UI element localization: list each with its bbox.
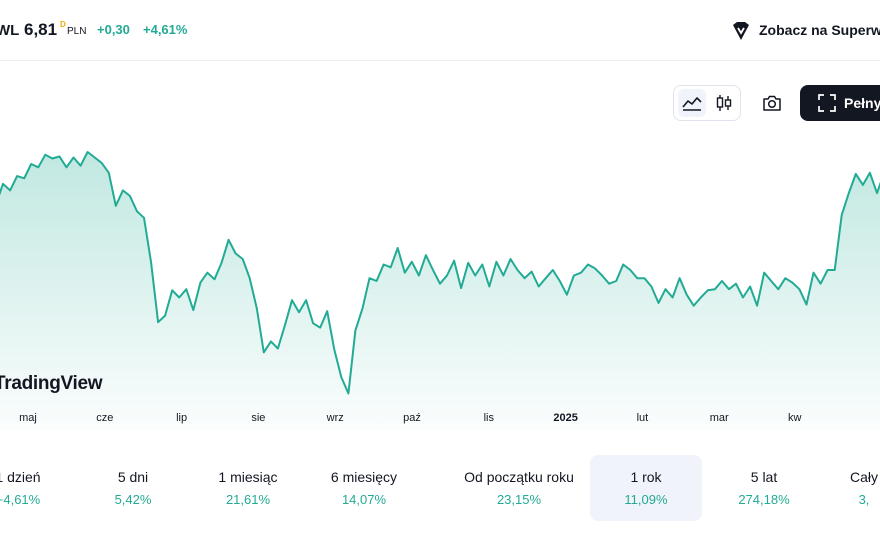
- period-6m[interactable]: 6 miesięcy 14,07%: [308, 455, 420, 521]
- period-return: +4,61%: [0, 492, 41, 507]
- candlestick-icon: [716, 95, 732, 111]
- x-axis: maj cze lip sie wrz paź lis 2025 lut mar kw: [19, 412, 801, 424]
- superwise-link[interactable]: Zobacz na Superw: [759, 22, 880, 38]
- fullscreen-icon: [818, 94, 836, 112]
- fullscreen-label: Pełny: [844, 95, 880, 111]
- period-label: 5 lat: [750, 469, 778, 485]
- period-return: 274,18%: [738, 492, 790, 507]
- period-1y[interactable]: 1 rok 11,09%: [590, 455, 702, 521]
- period-return: 3,: [858, 492, 870, 507]
- period-label: 1 miesiąc: [218, 469, 278, 485]
- tradingview-watermark: TradingView: [0, 373, 103, 394]
- delayed-data-badge: D: [60, 20, 66, 29]
- period-return: 14,07%: [341, 492, 387, 507]
- x-tick-label: lis: [484, 412, 495, 424]
- last-price: 6,81: [24, 20, 58, 39]
- x-tick-label: paź: [403, 412, 421, 424]
- price-area-chart[interactable]: maj cze lip sie wrz paź lis 2025 lut mar kw: [0, 130, 880, 430]
- period-label: Cały: [849, 469, 878, 485]
- period-1m[interactable]: 1 miesiąc 21,61%: [192, 455, 304, 521]
- period-return: 23,15%: [496, 492, 542, 507]
- price-change: +0,30: [97, 22, 130, 37]
- price-area-fill: [0, 152, 880, 430]
- camera-icon: [763, 95, 781, 111]
- period-selector: 1 dzień +4,61% 5 dni 5,42% 1 miesiąc 21,…: [0, 455, 880, 521]
- period-ytd[interactable]: Od początku roku 23,15%: [452, 455, 586, 521]
- price-change-percent: +4,61%: [143, 22, 188, 37]
- ticker-symbol: WL: [0, 22, 20, 39]
- x-tick-label: 2025: [553, 412, 577, 424]
- period-return: 21,61%: [225, 492, 271, 507]
- superwise-logo-icon[interactable]: [730, 20, 752, 42]
- period-5y[interactable]: 5 lat 274,18%: [708, 455, 820, 521]
- period-5d[interactable]: 5 dni 5,42%: [77, 455, 189, 521]
- currency-label: PLN: [67, 26, 87, 37]
- area-chart-icon: [682, 97, 702, 111]
- period-1d[interactable]: 1 dzień +4,61%: [0, 455, 74, 521]
- period-label: 5 dni: [117, 469, 149, 485]
- period-all[interactable]: Cały 3,: [808, 455, 880, 521]
- chart-style-toggle: [673, 85, 741, 121]
- x-tick-label: kw: [788, 412, 802, 424]
- x-tick-label: cze: [96, 412, 113, 424]
- screenshot-button[interactable]: [754, 85, 790, 121]
- period-return: 11,09%: [624, 492, 668, 507]
- period-return: 5,42%: [114, 492, 152, 507]
- x-tick-label: maj: [19, 412, 37, 424]
- period-label: 6 miesięcy: [330, 469, 398, 485]
- period-label: 1 rok: [630, 469, 662, 485]
- x-tick-label: lip: [176, 412, 187, 424]
- header-bar: WL 6,81 D PLN +0,30 +4,61% Zobacz na Sup…: [0, 0, 880, 61]
- x-tick-label: lut: [637, 412, 649, 424]
- x-tick-label: wrz: [326, 412, 344, 424]
- candlestick-chart-button[interactable]: [710, 89, 738, 117]
- period-label: Od początku roku: [464, 469, 574, 485]
- area-chart-button[interactable]: [678, 89, 706, 117]
- fullscreen-button[interactable]: Pełny: [800, 85, 880, 121]
- period-label: 1 dzień: [0, 469, 41, 485]
- x-tick-label: sie: [251, 412, 265, 424]
- price-line: [0, 151, 880, 395]
- x-tick-label: mar: [710, 412, 729, 424]
